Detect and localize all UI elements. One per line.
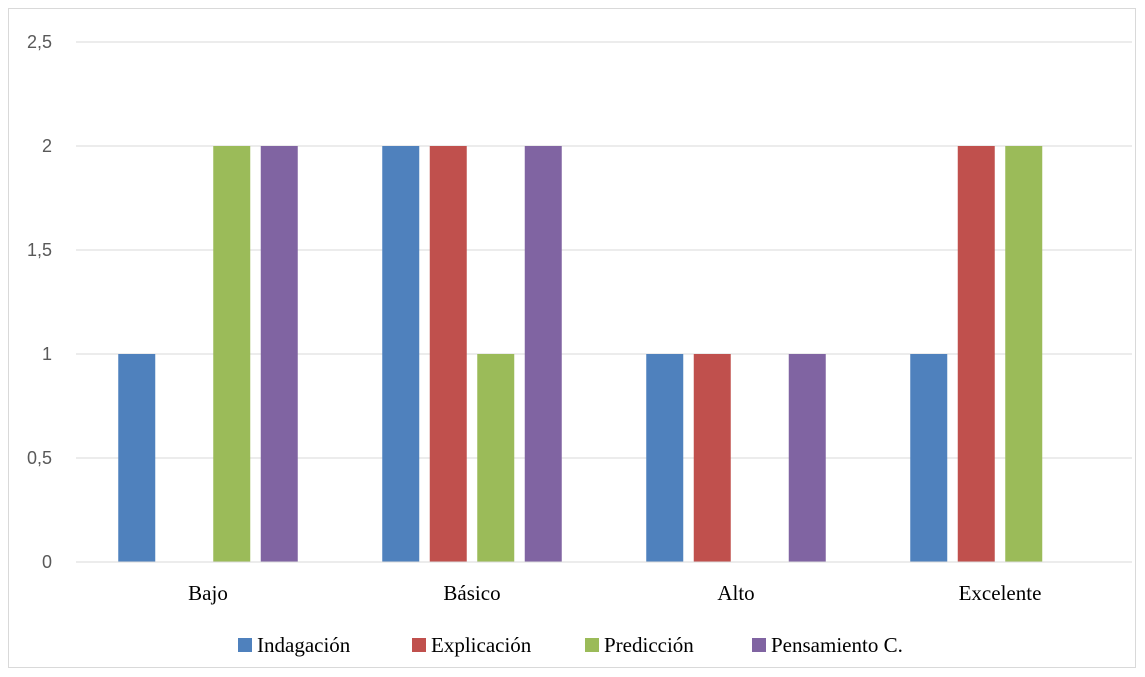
legend-label: Pensamiento C. [771,633,903,657]
x-category-label: Bajo [188,581,228,605]
x-category-label: Excelente [959,581,1042,605]
bar-3-1 [957,146,995,562]
legend-label: Explicación [431,633,532,657]
y-tick-label: 2 [42,136,52,156]
bar-2-3 [788,354,826,562]
y-tick-label: 1,5 [27,240,52,260]
legend-swatch [585,638,599,652]
bar-3-0 [910,354,948,562]
legend-swatch [238,638,252,652]
legend: Indagación Explicación Predicción Pensamien… [238,633,903,657]
y-tick-label: 0 [42,552,52,572]
bar-2-1 [693,354,731,562]
bar-0-2 [213,146,251,562]
bar-2-0 [646,354,684,562]
x-axis-categories: Bajo Básico Alto Excelente [188,581,1041,605]
bar-0-3 [260,146,298,562]
bar-1-1 [429,146,467,562]
chart-frame [8,8,1136,668]
x-category-label: Alto [717,581,754,605]
y-tick-label: 2,5 [27,32,52,52]
bar-0-0 [118,354,156,562]
legend-label: Predicción [604,633,694,657]
legend-swatch [412,638,426,652]
legend-swatch [752,638,766,652]
y-tick-label: 1 [42,344,52,364]
legend-label: Indagación [257,633,351,657]
bars [118,146,1043,562]
bar-1-3 [524,146,562,562]
y-tick-label: 0,5 [27,448,52,468]
y-axis-ticks: 0 0,5 1 1,5 2 2,5 [27,32,52,572]
bar-1-2 [477,354,515,562]
bar-3-2 [1005,146,1043,562]
gridlines [76,41,1132,459]
bar-1-0 [382,146,420,562]
x-category-label: Básico [443,581,500,605]
